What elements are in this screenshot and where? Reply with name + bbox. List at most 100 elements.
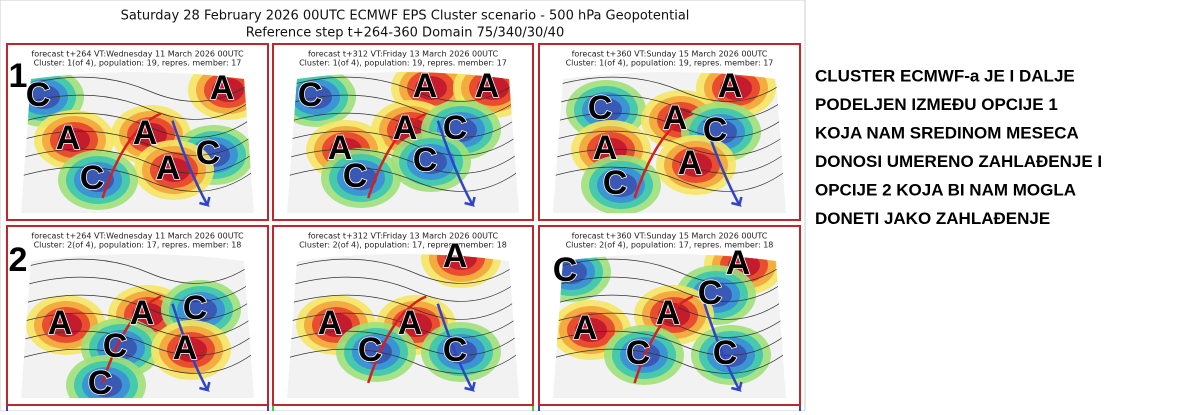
contour-line (287, 130, 519, 156)
anomaly-blob (300, 85, 332, 109)
pressure-letter: C (703, 111, 728, 149)
pressure-letter: A (393, 109, 418, 147)
blue-arrow (436, 120, 476, 207)
forecast-label: forecast t+264 VT:Wednesday 11 March 202… (31, 232, 244, 241)
pressure-letter: A (573, 309, 598, 347)
pressure-letter: A (48, 304, 73, 342)
pressure-letter: C (413, 141, 438, 179)
blue-arrow (171, 120, 211, 207)
anomaly-blob (445, 118, 477, 142)
anomaly-blob (590, 98, 622, 122)
row-number: 2 (9, 241, 28, 279)
blue-arrow (703, 120, 743, 207)
commentary-line: PODELJEN IZMEĐU OPCIJE 1 (815, 95, 1058, 114)
weather-map (287, 254, 519, 398)
pressure-letter: C (183, 289, 208, 327)
contour-line (287, 330, 519, 356)
forecast-label: forecast t+312 VT:Friday 13 March 2026 0… (308, 232, 499, 241)
pressure-letter: C (713, 334, 738, 372)
contour-line (553, 312, 786, 338)
cluster-label: Cluster: 1(of 4), population: 19, repres… (299, 59, 507, 68)
weather-map (287, 72, 519, 213)
anomaly-blob (345, 166, 377, 190)
anomaly-blob (575, 318, 607, 342)
pressure-letter: A (443, 237, 468, 275)
red-arrow (633, 295, 694, 384)
pressure-letter: C (103, 327, 128, 365)
contour-line (21, 348, 254, 374)
contour-line (553, 348, 786, 374)
pressure-letter: A (413, 67, 438, 105)
pressure-letter: C (26, 76, 51, 114)
contour-line (553, 166, 786, 192)
contour-line (287, 76, 519, 102)
pressure-letter: A (398, 304, 423, 342)
anomaly-blob (58, 128, 90, 152)
contour-line (287, 112, 519, 138)
contour-line (553, 330, 786, 356)
contour-line (287, 258, 519, 284)
cluster-label: Cluster: 1(of 4), population: 19, repres… (34, 59, 242, 68)
contour-line (21, 112, 254, 138)
red-arrow (633, 112, 694, 199)
pressure-letter: C (80, 159, 105, 197)
contour-line (553, 276, 786, 302)
contour-line (21, 312, 254, 338)
weather-map (21, 72, 254, 213)
pressure-letter: C (698, 274, 723, 312)
contour-line (21, 76, 254, 102)
contour-line (21, 94, 254, 120)
contour-line (287, 94, 519, 120)
anomaly-blob (605, 173, 637, 197)
forecast-label: forecast t+360 VT:Sunday 15 March 2026 0… (572, 232, 768, 241)
contour-line (553, 76, 786, 102)
contour-line (553, 258, 786, 284)
pressure-letter: C (553, 251, 578, 289)
contour-line (287, 348, 519, 374)
pressure-letter: C (626, 334, 651, 372)
pressure-letter: A (726, 244, 751, 282)
contour-line (553, 294, 786, 320)
forecast-label: forecast t+360 VT:Sunday 15 March 2026 0… (572, 50, 768, 59)
pressure-letter: C (196, 134, 221, 172)
contour-line (21, 166, 254, 192)
contour-line (553, 112, 786, 138)
blue-arrow (436, 303, 476, 392)
pressure-letter: A (156, 149, 181, 187)
pressure-letter: A (475, 67, 500, 105)
contour-line (553, 130, 786, 156)
anomaly-blob (415, 150, 447, 174)
commentary-line: CLUSTER ECMWF-a JE I DALJE (815, 66, 1075, 85)
row-number: 1 (9, 57, 28, 95)
subtitle: Reference step t+264-360 Domain 75/340/3… (246, 26, 564, 41)
contour-line (287, 166, 519, 192)
pressure-letter: C (588, 89, 613, 127)
pressure-letter: A (56, 119, 81, 157)
contour-line (287, 294, 519, 320)
title: Saturday 28 February 2026 00UTC ECMWF EP… (121, 9, 690, 24)
anomaly-blob (555, 260, 587, 284)
commentary-line: KOJA NAM SREDINOM MESECA (815, 123, 1079, 142)
contour-line (287, 148, 519, 174)
pressure-letter: C (88, 364, 113, 402)
red-arrow (101, 295, 162, 384)
anomaly-blob (477, 76, 509, 100)
anomaly-blob (212, 78, 244, 102)
contour-line (21, 148, 254, 174)
anomaly-blob (158, 158, 190, 182)
pressure-letter: A (210, 69, 235, 107)
red-arrow (101, 112, 162, 199)
contour-line (21, 330, 254, 356)
anomaly-blob (715, 343, 747, 367)
forecast-label: forecast t+264 VT:Wednesday 11 March 202… (31, 50, 244, 59)
pressure-letter: A (318, 304, 343, 342)
weather-map (553, 254, 786, 398)
pressure-letter: C (603, 164, 628, 202)
red-arrow (367, 112, 427, 199)
anomaly-blob (135, 123, 167, 147)
commentary-line: OPCIJE 2 KOJA BI NAM MOGLA (815, 180, 1076, 199)
pressure-letter: A (656, 294, 681, 332)
cluster-label: Cluster: 1(of 4), population: 19, repres… (566, 59, 774, 68)
commentary-line: DONETI JAKO ZAHLAĐENJE (815, 209, 1050, 228)
pressure-letter: C (443, 109, 468, 147)
